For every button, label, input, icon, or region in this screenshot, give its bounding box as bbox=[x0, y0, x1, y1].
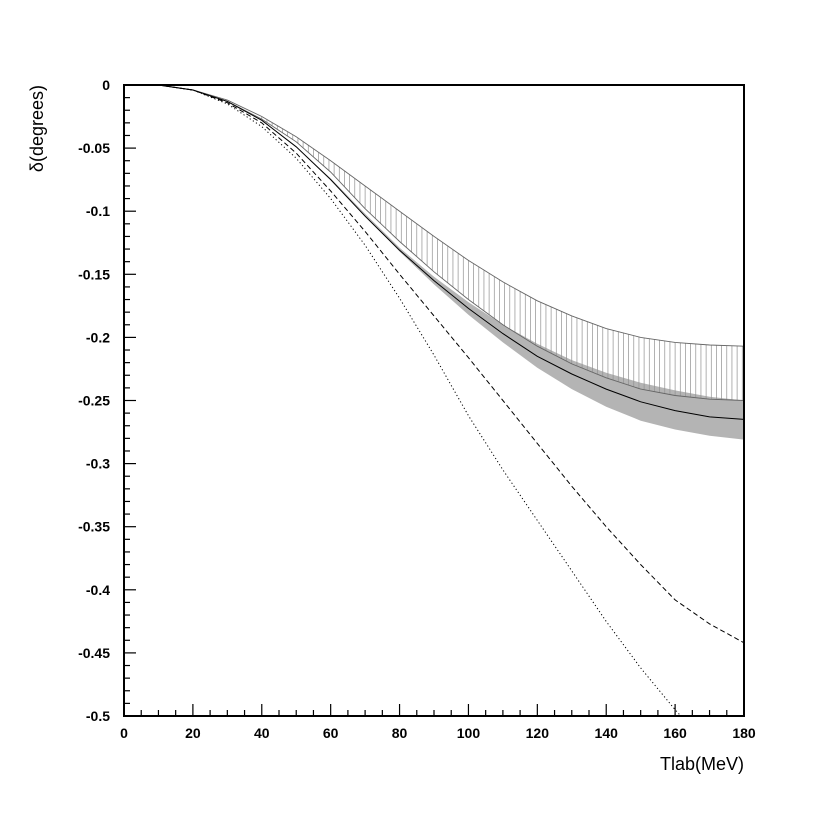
x-tick-label: 80 bbox=[392, 725, 408, 741]
x-tick-label: 160 bbox=[663, 725, 687, 741]
y-tick-label: -0.4 bbox=[86, 582, 110, 598]
x-tick-label: 20 bbox=[185, 725, 201, 741]
y-tick-label: -0.2 bbox=[86, 329, 110, 345]
band-vertical-hatch bbox=[124, 84, 745, 401]
series-line-dashed bbox=[124, 85, 744, 644]
x-tick-label: 120 bbox=[526, 725, 550, 741]
y-tick-label: -0.45 bbox=[78, 645, 110, 661]
x-tick-label: 180 bbox=[732, 725, 756, 741]
ticks-layer bbox=[123, 84, 745, 717]
band-fill bbox=[124, 85, 744, 440]
y-tick-label: -0.05 bbox=[78, 140, 110, 156]
y-tick-label: -0.5 bbox=[86, 708, 110, 724]
y-tick-label: -0.35 bbox=[78, 519, 110, 535]
band-gray-fill bbox=[124, 85, 744, 440]
x-tick-label: 140 bbox=[595, 725, 619, 741]
x-tick-label: 40 bbox=[254, 725, 270, 741]
y-tick-label: 0 bbox=[102, 77, 110, 93]
x-tick-label: 0 bbox=[120, 725, 128, 741]
x-tick-label: 60 bbox=[323, 725, 339, 741]
y-tick-label: -0.15 bbox=[78, 266, 110, 282]
y-tick-label: -0.3 bbox=[86, 456, 110, 472]
x-tick-label: 100 bbox=[457, 725, 481, 741]
series-line-solid bbox=[124, 85, 744, 420]
bands-layer bbox=[124, 84, 745, 440]
y-tick-label: -0.25 bbox=[78, 393, 110, 409]
series-layer bbox=[124, 85, 744, 716]
band-edge-upper bbox=[124, 84, 745, 347]
band-edge-lower bbox=[124, 84, 745, 401]
y-tick-label: -0.1 bbox=[86, 203, 110, 219]
series-line-dotted bbox=[124, 85, 682, 716]
x-axis-title: Tlab(MeV) bbox=[660, 754, 744, 774]
y-axis-title: δ(degrees) bbox=[27, 85, 47, 172]
labels-layer: 0 20 40 60 80 100 120 140 160 180 0 -0.05 -0.1 -0.15 -… bbox=[78, 77, 756, 741]
